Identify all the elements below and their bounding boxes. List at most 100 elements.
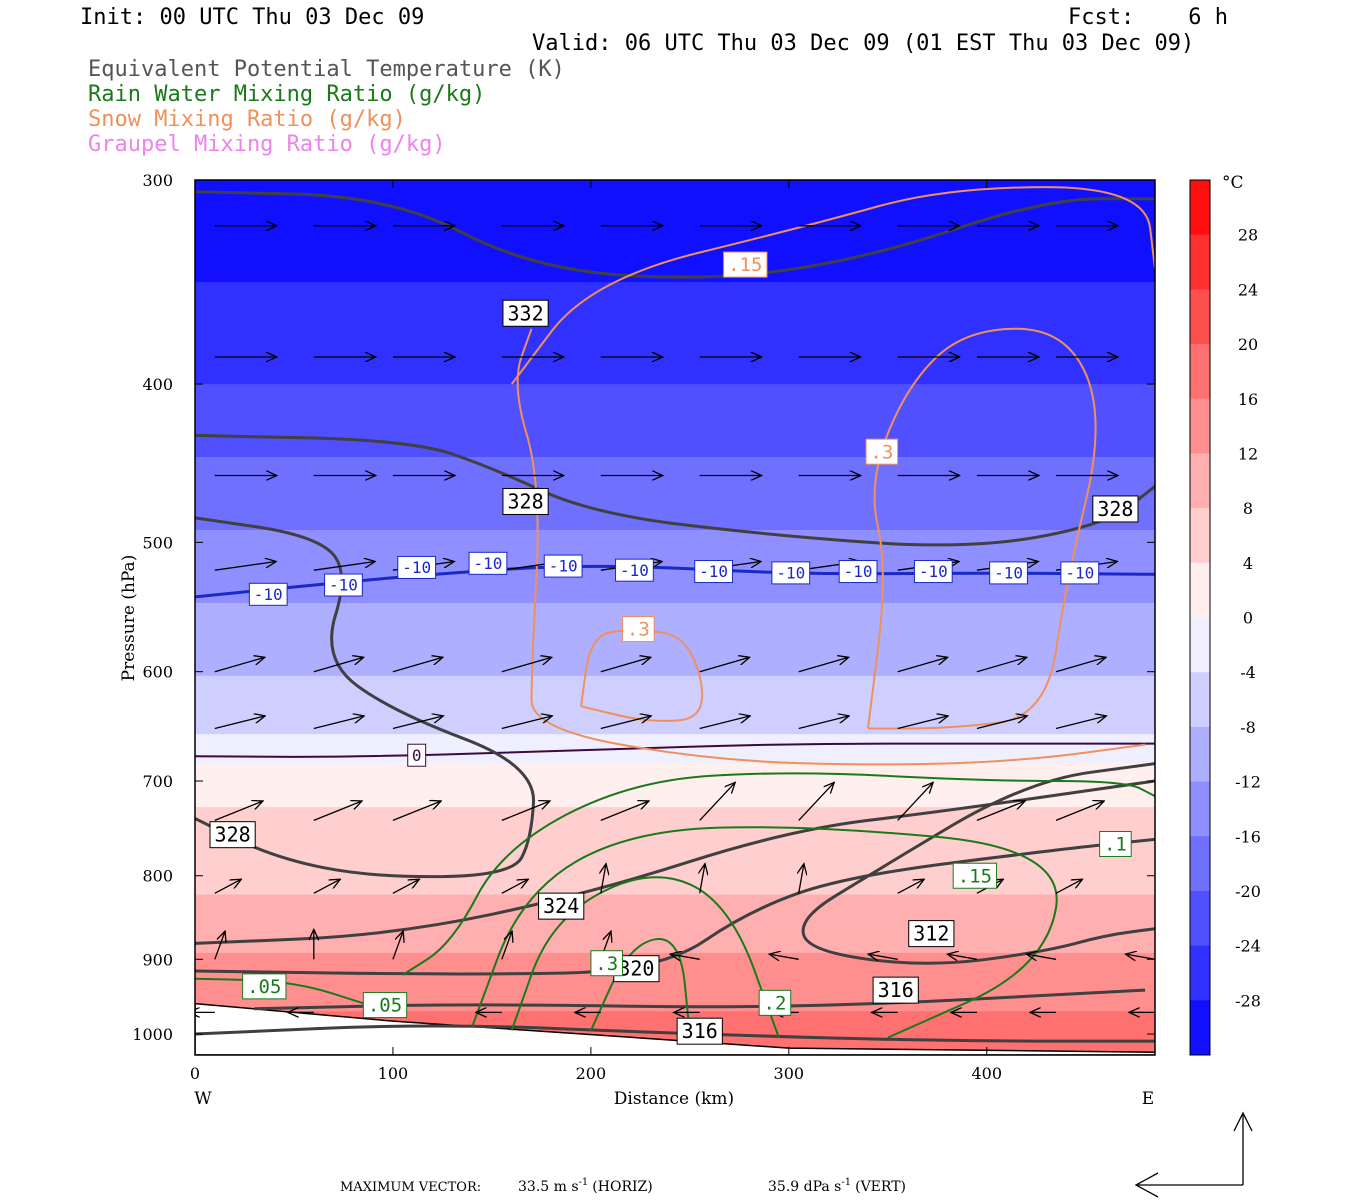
temperature-label-box <box>468 551 508 575</box>
theta-e-label-box <box>1092 495 1139 523</box>
y-tick-label: 500 <box>142 533 173 552</box>
colorbar-tick-label: -8 <box>1240 718 1256 737</box>
y-tick-label: 1000 <box>132 1025 173 1044</box>
colorbar: 28 24 20 16 12 8 4 0 -4 -8 -12 -16 -20 -24 -28 <box>1189 179 1261 1056</box>
temperature-label-box <box>248 582 288 606</box>
temperature-band <box>195 850 1155 867</box>
wind-vector <box>600 801 649 822</box>
temperature-label-box <box>1060 561 1100 585</box>
colorbar-tick-label: -4 <box>1240 663 1256 682</box>
temperature-label-text: -10 <box>329 576 358 595</box>
temperature-band <box>195 427 1155 444</box>
legend-graupel: Graupel Mixing Ratio (g/kg) <box>88 132 446 157</box>
rain-contour <box>510 876 780 1038</box>
wind-vector <box>501 879 529 894</box>
temperature-contour-label: -10 <box>615 558 654 582</box>
wind-vector <box>897 716 948 730</box>
wind-vector <box>700 864 705 894</box>
x-tick-label: 100 <box>378 1064 409 1083</box>
colorbar-swatch <box>1190 781 1210 837</box>
temperature-band <box>195 632 1155 648</box>
rain-contour-label: .1 <box>1099 831 1132 858</box>
temperature-contour-label: -10 <box>248 582 288 606</box>
y-tick-label: 400 <box>142 375 173 394</box>
temperature-band <box>195 777 1155 794</box>
colorbar-tick-label: -12 <box>1235 773 1261 792</box>
temperature-label-text: -10 <box>549 557 578 576</box>
wind-vector <box>976 657 1027 673</box>
wind-vector <box>600 716 651 730</box>
theta-e-label-text: 316 <box>878 978 914 1002</box>
colorbar-tick-label: 4 <box>1243 554 1253 573</box>
temperature-label-text: -10 <box>254 585 283 604</box>
wind-vector <box>601 864 606 894</box>
colorbar-swatch <box>1190 836 1210 892</box>
temperature-label-box <box>615 558 654 582</box>
wind-vector <box>1055 801 1104 822</box>
wind-vector <box>392 716 444 730</box>
temperature-label-box <box>543 554 583 578</box>
wind-vector <box>799 864 804 894</box>
theta-e-label-box <box>872 976 919 1004</box>
rain-label-box <box>362 992 408 1019</box>
rain-label-text: .3 <box>595 953 618 975</box>
theta-e-contour <box>195 433 1155 547</box>
temperature-band <box>195 836 1155 852</box>
temperature-label-box <box>838 560 878 584</box>
valid-time: Valid: 06 UTC Thu 03 Dec 09 (01 EST Thu … <box>532 31 1194 56</box>
theta-e-label-box <box>502 299 549 327</box>
contour-labels: -10 -10 -10 -10 -10 -10 -10 -10 -10 -10 -10 -10 0 332… <box>209 251 1139 1045</box>
y-tick-label: 700 <box>142 772 173 791</box>
temperature-contour-label: -10 <box>694 560 733 584</box>
temperature-label-text: -10 <box>776 563 805 582</box>
snow-label-box <box>865 438 899 465</box>
wind-vector <box>392 879 420 894</box>
colorbar-tick-label: -20 <box>1235 882 1261 901</box>
y-tick-label: 300 <box>142 171 173 190</box>
wind-vector <box>769 954 799 959</box>
wind-vector <box>1154 892 1155 894</box>
temperature-band <box>195 238 1155 254</box>
theta-e-label-box <box>676 1017 723 1045</box>
y-tick-label: 800 <box>142 867 173 886</box>
wind-vector <box>1055 716 1107 730</box>
colorbar-swatch <box>1190 617 1210 673</box>
wind-vector <box>214 931 225 960</box>
theta-e-label-text: 328 <box>1097 497 1133 521</box>
wind-vector <box>798 782 835 821</box>
terrain-mask <box>195 1002 1155 1055</box>
theta-e-label-text: 312 <box>913 922 949 946</box>
wind-vector <box>976 716 1027 730</box>
temperature-band <box>195 690 1155 706</box>
temperature-label-box <box>407 743 427 767</box>
rain-label-box <box>590 950 623 977</box>
legend-rain: Rain Water Mixing Ratio (g/kg) <box>88 82 485 107</box>
snow-label-text: .15 <box>728 254 762 276</box>
wind-vector <box>699 657 750 673</box>
colorbar-swatch <box>1190 234 1210 290</box>
temperature-band <box>195 180 1155 196</box>
colorbar-swatch <box>1190 672 1210 728</box>
x-axis: 0 100 200 300 400 <box>190 180 1002 1083</box>
temperature-label-text: -10 <box>919 562 948 581</box>
theta-e-label-text: 332 <box>507 301 543 325</box>
temperature-band <box>195 1011 1155 1027</box>
temperature-band <box>195 384 1155 400</box>
theta-e-contour <box>801 762 1155 965</box>
theta-e-contour-label: 316 <box>872 976 919 1004</box>
snow-contour <box>516 328 1146 766</box>
theta-e-contour-label: 332 <box>502 299 549 327</box>
snow-label-box <box>723 251 768 278</box>
colorbar-tick-label: -28 <box>1235 991 1261 1010</box>
temperature-band <box>195 369 1155 385</box>
temperature-label-box <box>694 560 733 584</box>
theta-e-label-box <box>538 892 585 920</box>
snow-contour <box>867 327 1097 730</box>
temperature-band <box>195 880 1155 896</box>
colorbar-swatch <box>1190 180 1210 236</box>
temperature-band <box>195 486 1155 502</box>
theta-e-contour <box>195 779 1155 945</box>
rain-label-box <box>758 989 792 1016</box>
temperature-band <box>195 675 1155 692</box>
rain-contour-label: .2 <box>758 989 792 1016</box>
